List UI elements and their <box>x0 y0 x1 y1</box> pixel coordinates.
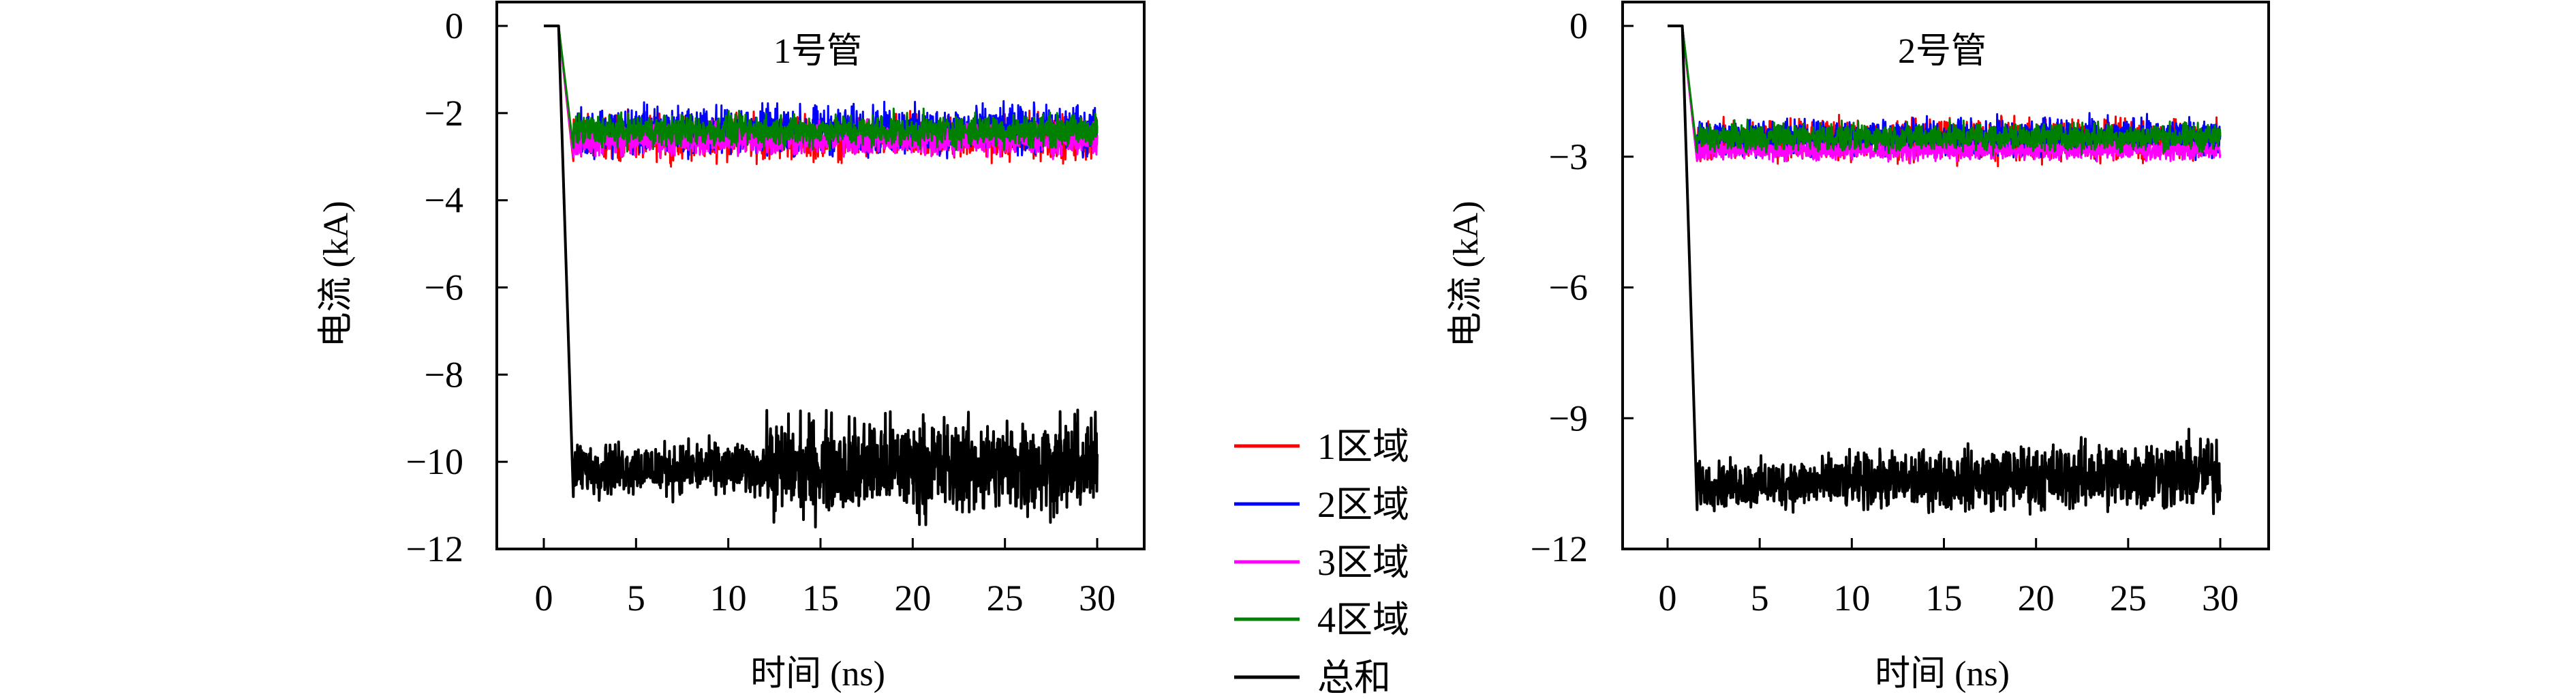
x-tick-label: 5 <box>627 578 645 619</box>
x-tick-label: 10 <box>1833 578 1870 619</box>
y-tick-label: −10 <box>406 441 463 482</box>
panel-title: 2号管 <box>1898 32 1987 71</box>
panel-tube-2: 2号管 时间 (ns) 电流 (kA) 0 5 10 15 20 25 30 0 −3 −6 −9 −… <box>1447 1 2270 694</box>
y-tick-label: −12 <box>406 529 463 569</box>
x-axis-label: 时间 (ns) <box>1875 655 2010 694</box>
axes-frame <box>1621 1 2270 550</box>
series-line-4 <box>1668 25 2222 156</box>
y-tick-label: −4 <box>425 180 463 221</box>
y-axis-label: 电流 (kA) <box>1447 200 1486 347</box>
panel-title: 1号管 <box>773 32 862 71</box>
y-tick-label: −6 <box>1549 267 1588 308</box>
x-axis-label: 时间 (ns) <box>750 655 885 694</box>
x-tick-label: 20 <box>894 578 931 619</box>
x-tick-label: 15 <box>802 578 839 619</box>
legend-label-region-1: 1区域 <box>1317 426 1409 467</box>
y-axis-label: 电流 (kA) <box>317 200 356 347</box>
legend-label-region-2: 2区域 <box>1317 484 1409 525</box>
x-tick-label: 20 <box>2018 578 2055 619</box>
y-tick-label: −3 <box>1549 136 1588 177</box>
legend: 1区域 2区域 3区域 4区域 总和 <box>1234 426 1409 698</box>
x-tick-label: 15 <box>1926 578 1963 619</box>
y-tick-label: 0 <box>445 5 463 46</box>
y-tick-label: −12 <box>1531 529 1588 569</box>
y-tick-label: −2 <box>425 93 463 134</box>
legend-label-region-4: 4区域 <box>1317 599 1409 640</box>
x-tick-label: 5 <box>1751 578 1769 619</box>
legend-label-region-3: 3区域 <box>1317 542 1409 583</box>
x-tick-label: 0 <box>535 578 553 619</box>
x-tick-label: 10 <box>710 578 747 619</box>
series-line-5 <box>544 25 1099 529</box>
series-line-4 <box>544 25 1099 153</box>
x-tick-label: 30 <box>1079 578 1116 619</box>
x-tick-label: 25 <box>2110 578 2147 619</box>
y-tick-label: −8 <box>425 354 463 395</box>
y-tick-label: 0 <box>1569 5 1588 46</box>
series-line-5 <box>1668 25 2222 516</box>
x-tick-label: 0 <box>1659 578 1677 619</box>
legend-label-total: 总和 <box>1317 657 1391 698</box>
panel-tube-1: 1号管 时间 (ns) 电流 (kA) 0 5 10 15 20 25 30 0 −2 −4 −6 −… <box>317 1 1146 694</box>
x-tick-label: 25 <box>987 578 1024 619</box>
x-tick-label: 30 <box>2202 578 2239 619</box>
plot-area <box>1668 25 2222 516</box>
y-tick-label: −6 <box>425 267 463 308</box>
plot-area <box>544 25 1099 529</box>
y-tick-label: −9 <box>1549 398 1588 438</box>
